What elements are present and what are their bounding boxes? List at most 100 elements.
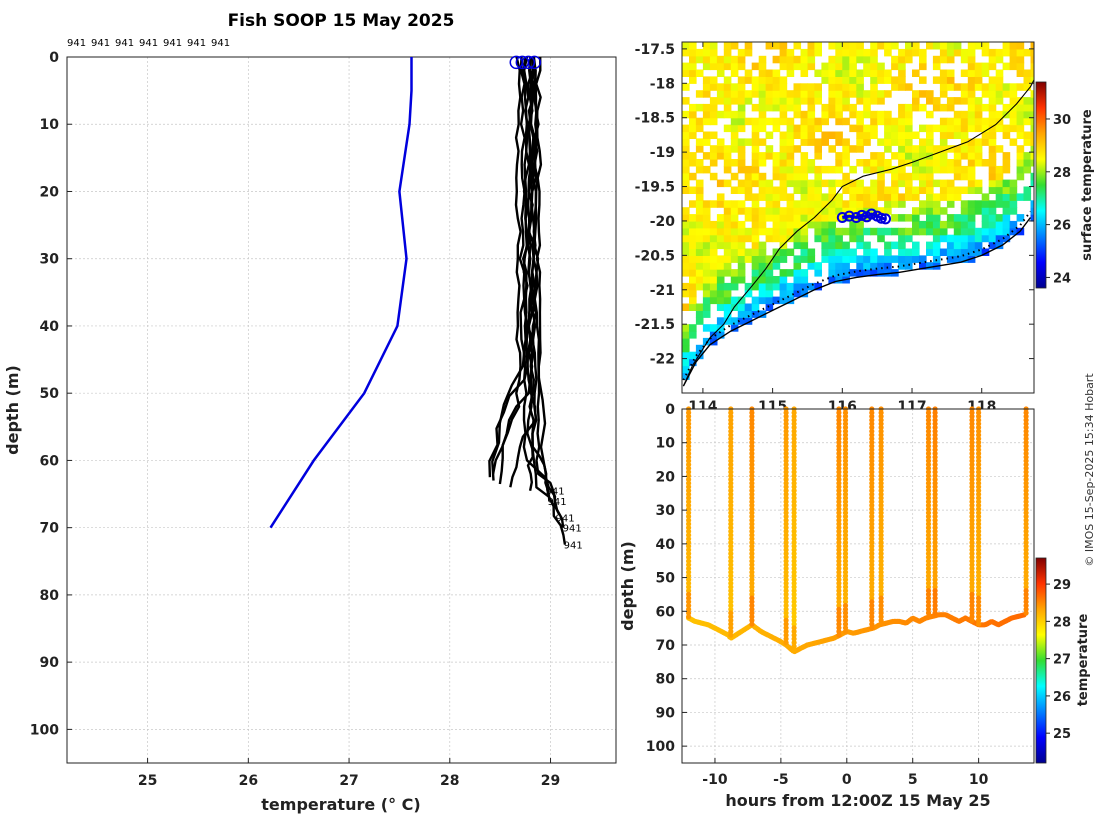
cast-point xyxy=(925,447,932,453)
sst-cell xyxy=(877,42,885,50)
sst-cell xyxy=(786,159,795,167)
cast-point xyxy=(1023,491,1029,497)
cast-point xyxy=(869,410,875,416)
sst-cell xyxy=(709,76,718,84)
sst-cell xyxy=(946,248,955,256)
cast-point xyxy=(749,558,755,564)
surface-marker xyxy=(527,55,542,70)
sst-cell xyxy=(779,179,788,188)
sst-cell xyxy=(960,97,969,105)
sst-cell xyxy=(835,227,843,236)
sst-cell xyxy=(849,165,857,174)
cast-point xyxy=(686,558,692,564)
cast-point xyxy=(842,554,849,560)
cast-point xyxy=(791,488,797,494)
cast-point xyxy=(878,610,884,616)
cast-point xyxy=(842,428,849,434)
cast-point xyxy=(791,413,797,419)
sst-cell xyxy=(1030,145,1034,153)
sst-cell xyxy=(1009,90,1018,98)
cast-point xyxy=(791,510,797,516)
cast-point xyxy=(878,595,884,601)
sst-cell xyxy=(695,186,704,194)
cast-point xyxy=(749,469,755,475)
sst-cell xyxy=(967,207,976,215)
sst-cell xyxy=(765,289,774,298)
sst-cell xyxy=(744,255,753,263)
sst-cell xyxy=(849,69,857,77)
sst-cell xyxy=(953,241,962,250)
cast-point xyxy=(728,428,734,434)
cast-point xyxy=(783,410,789,416)
sst-cell xyxy=(988,207,997,215)
sst-cell xyxy=(723,97,732,105)
sst-cell xyxy=(793,62,802,71)
cast-point xyxy=(842,569,849,575)
cast-point xyxy=(969,525,975,531)
sst-cell xyxy=(682,152,690,160)
sst-cell xyxy=(744,97,753,105)
sst-cell xyxy=(751,193,760,201)
cast-point xyxy=(869,603,875,609)
sst-cell xyxy=(967,124,976,133)
sst-cell xyxy=(772,97,781,105)
cast-point xyxy=(783,547,789,553)
sst-cell xyxy=(814,193,822,201)
cast-point xyxy=(728,569,734,575)
sst-cell xyxy=(905,159,913,167)
sst-cells xyxy=(682,42,1034,380)
sst-cell xyxy=(709,48,718,57)
sst-cell xyxy=(946,83,955,91)
cast-point xyxy=(869,424,875,431)
sst-cell xyxy=(689,214,697,222)
cast-point xyxy=(1023,591,1029,598)
sst-cell xyxy=(772,186,781,194)
cast-point xyxy=(878,413,884,419)
sst-cell xyxy=(821,165,829,174)
cast-point xyxy=(932,577,938,583)
reference-profile xyxy=(269,57,413,529)
sst-cell xyxy=(932,234,941,243)
sst-cell xyxy=(849,103,857,112)
sst-cell xyxy=(814,207,822,215)
sst-cell xyxy=(737,97,746,105)
temp-colorbar-tick-label: 28 xyxy=(1053,615,1071,630)
cast-point xyxy=(791,536,797,542)
sst-cell xyxy=(946,200,955,208)
sst-cell xyxy=(939,179,948,188)
cast-point xyxy=(1023,458,1029,464)
sst-cell xyxy=(842,172,850,181)
sst-cell xyxy=(682,227,690,236)
sst-cell xyxy=(793,172,802,181)
sst-cell xyxy=(835,255,843,263)
sst-cell xyxy=(1009,179,1018,188)
sst-cell xyxy=(912,69,920,77)
cast-point xyxy=(932,606,938,612)
sst-cell xyxy=(828,42,836,50)
cast-point xyxy=(728,484,734,490)
sst-cell xyxy=(814,83,822,91)
sst-cell xyxy=(960,152,969,160)
sst-cell xyxy=(1002,234,1011,243)
cast-point xyxy=(791,577,797,583)
sst-cell xyxy=(905,103,913,112)
cast-point xyxy=(842,521,849,527)
cast-point xyxy=(976,547,982,553)
cast-point xyxy=(836,447,842,453)
cast-point xyxy=(728,417,734,423)
cast-point xyxy=(728,480,734,486)
sst-cell xyxy=(772,165,781,174)
sst-cell xyxy=(849,62,857,71)
cast-point xyxy=(783,450,789,457)
sst-cell xyxy=(1016,103,1025,112)
cast-point xyxy=(976,484,982,490)
sst-cell xyxy=(821,227,829,236)
sst-cell xyxy=(786,55,795,64)
sst-cell xyxy=(870,117,878,126)
sst-cell xyxy=(779,117,788,126)
sst-cell xyxy=(863,165,871,174)
cast-point xyxy=(925,599,932,605)
sst-cell xyxy=(737,62,746,71)
cast-point xyxy=(791,436,797,442)
sst-cell xyxy=(758,55,767,64)
